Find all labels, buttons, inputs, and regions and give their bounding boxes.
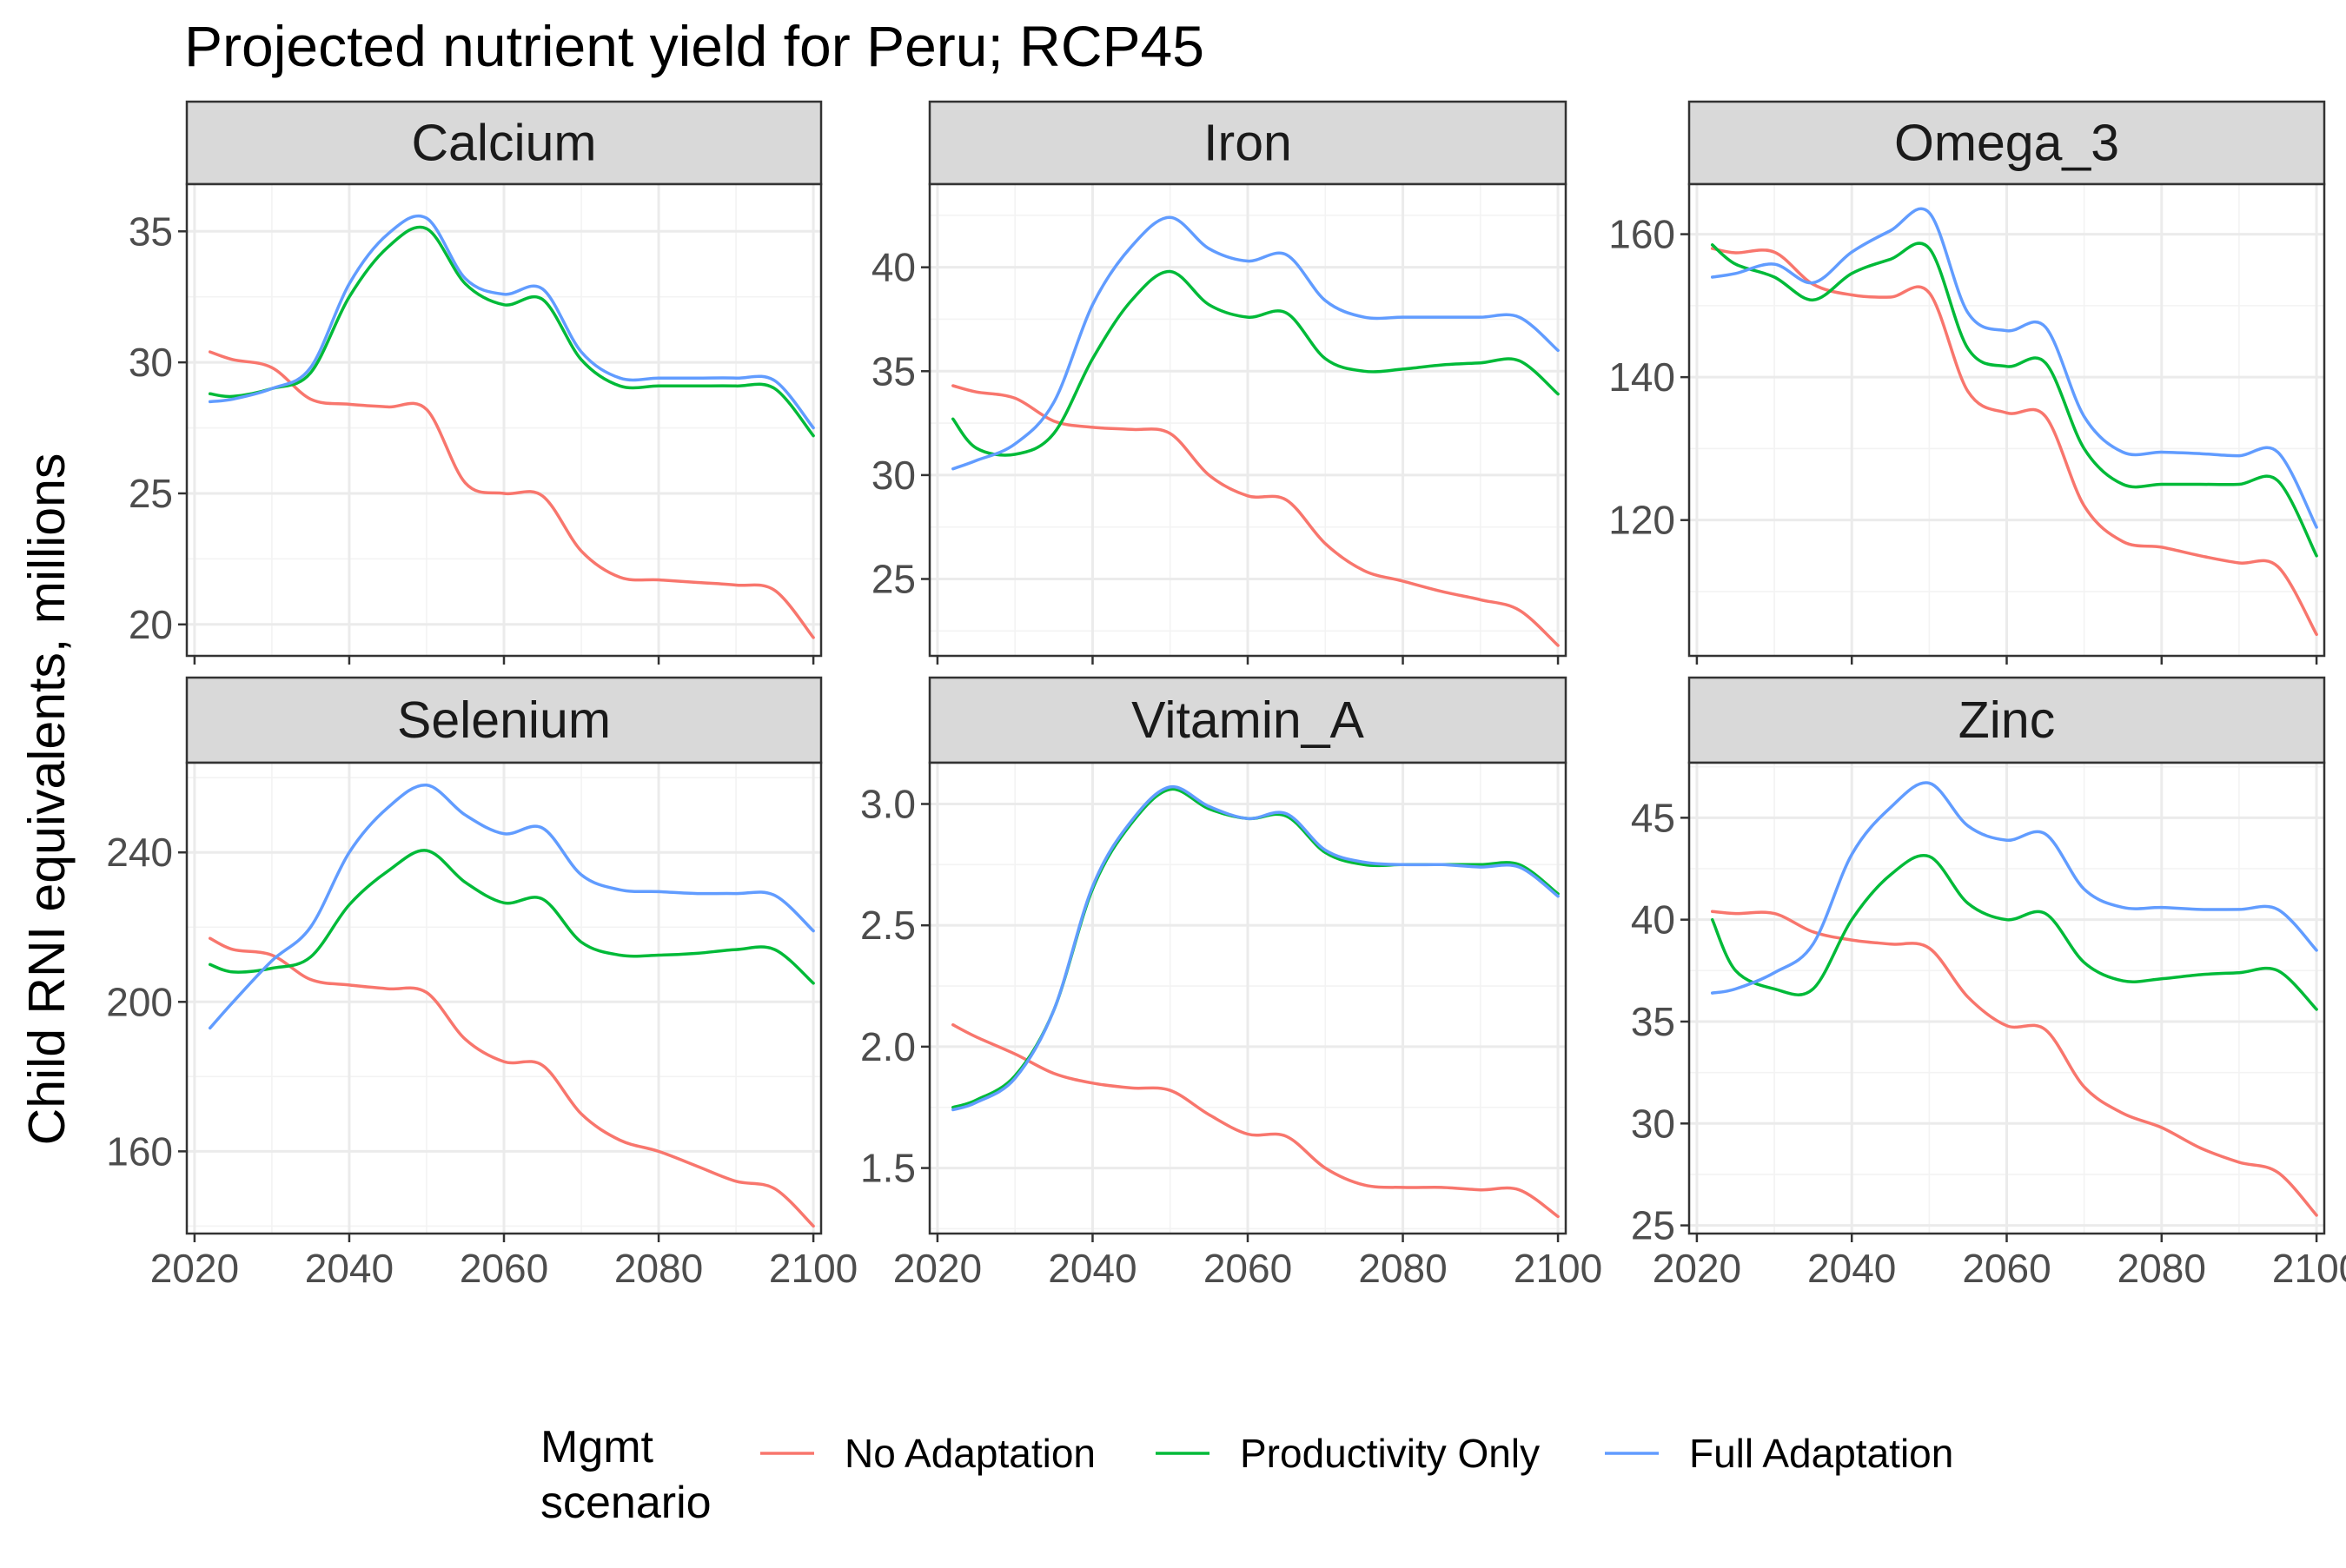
y-tick-label: 30 [129,340,173,385]
x-tick-label: 2080 [614,1246,703,1291]
strip-vitamin-a [928,676,1567,764]
series-line-vitamin-a-full-adaptation [951,785,1560,1112]
legend-label-full-adaptation: Full Adaptation [1689,1431,1953,1476]
x-tick-label: 2080 [1358,1246,1447,1291]
strip-omega-3 [1687,100,2326,186]
y-tick-label: 160 [1608,212,1675,257]
x-tick-label: 2040 [1048,1246,1137,1291]
legend-label-no-adaptation: No Adaptation [845,1431,1096,1476]
series-line-omega-3-full-adaptation [1710,207,2318,529]
y-tick-label: 30 [1631,1101,1675,1146]
series-line-omega-3-productivity-only [1710,241,2318,558]
y-tick-label: 35 [129,208,173,254]
chart-title: Projected nutrient yield for Peru; RCP45 [184,14,1204,78]
strip-selenium [185,676,823,764]
series-line-iron-full-adaptation [951,215,1560,471]
series-line-vitamin-a-no-adaptation [951,1022,1560,1219]
x-tick-label: 2020 [150,1246,239,1291]
strip-label-omega-3: Omega_3 [1894,115,2119,172]
y-tick-label: 40 [871,245,916,290]
legend-item-full-adaptation: Full Adaptation [1605,1431,1953,1476]
series-line-calcium-productivity-only [208,225,815,438]
panel-selenium: Selenium 160 200 240 2020 2040 2060 2080 2100 [106,676,858,1291]
x-tick-label: 2040 [1807,1246,1896,1291]
y-tick-label: 30 [871,453,916,498]
x-tick-label: 2080 [2117,1246,2206,1291]
legend: Mgmt scenario No Adaptation Productivity … [540,1422,1953,1528]
x-tick-label: 2020 [1653,1246,1741,1291]
y-tick-label: 1.5 [860,1146,916,1191]
y-axis-label: Child RNI equivalents, millions [18,453,76,1146]
y-tick-label: 140 [1608,354,1675,400]
y-tick-label: 2.5 [860,903,916,948]
strip-label-iron: Iron [1203,115,1292,172]
legend-item-no-adaptation: No Adaptation [760,1431,1096,1476]
x-tick-label: 2040 [305,1246,394,1291]
series-line-iron-productivity-only [951,269,1560,457]
y-tick-label: 2.0 [860,1024,916,1069]
y-tick-label: 40 [1631,897,1675,943]
series-line-calcium-full-adaptation [208,214,815,430]
series-line-selenium-no-adaptation [208,936,815,1228]
x-tick-label: 2100 [769,1246,858,1291]
y-tick-label: 35 [871,348,916,394]
x-tick-label: 2060 [1962,1246,2051,1291]
y-tick-label: 20 [129,602,173,647]
series-line-zinc-productivity-only [1710,854,2318,1011]
x-tick-label: 2100 [1514,1246,1602,1291]
x-tick-label: 2100 [2272,1246,2346,1291]
facet-panels: Calcium 20 25 30 35 Iron 25 30 35 40 Omega_3 120 140… [106,100,2346,1291]
legend-entries: No Adaptation Productivity Only Full Adapt… [760,1431,1953,1476]
y-tick-label: 3.0 [860,781,916,826]
panel-iron: Iron 25 30 35 40 [871,100,1567,665]
y-tick-label: 200 [106,979,173,1024]
strip-label-vitamin-a: Vitamin_A [1131,691,1364,749]
strip-calcium [185,100,823,186]
series-line-selenium-full-adaptation [208,784,815,1030]
y-tick-label: 240 [106,830,173,875]
strip-label-calcium: Calcium [411,115,596,172]
panel-omega-3: Omega_3 120 140 160 [1608,100,2326,665]
y-tick-label: 35 [1631,999,1675,1044]
y-tick-label: 45 [1631,795,1675,840]
legend-title-line1: Mgmt [540,1422,654,1472]
series-line-zinc-no-adaptation [1710,910,2318,1217]
y-tick-label: 160 [106,1128,173,1174]
panel-calcium: Calcium 20 25 30 35 [129,100,823,665]
y-tick-label: 25 [129,471,173,516]
y-tick-label: 120 [1608,498,1675,543]
x-tick-label: 2060 [1203,1246,1292,1291]
strip-label-selenium: Selenium [397,691,611,749]
panel-vitamin-a: Vitamin_A 1.5 2.0 2.5 3.0 2020 2040 2060 2080 210… [860,676,1602,1291]
series-line-calcium-no-adaptation [208,350,815,639]
y-tick-label: 25 [871,556,916,601]
series-line-selenium-productivity-only [208,849,815,985]
strip-label-zinc: Zinc [1958,691,2055,749]
y-tick-label: 25 [1631,1203,1675,1248]
legend-label-productivity-only: Productivity Only [1240,1431,1540,1476]
x-tick-label: 2020 [893,1246,982,1291]
x-tick-label: 2060 [460,1246,548,1291]
series-line-zinc-full-adaptation [1710,781,2318,995]
panel-zinc: Zinc 25 30 35 40 45 2020 2040 2060 2080 2100 [1631,676,2346,1291]
legend-title-line2: scenario [540,1478,712,1528]
legend-item-productivity-only: Productivity Only [1156,1431,1540,1476]
